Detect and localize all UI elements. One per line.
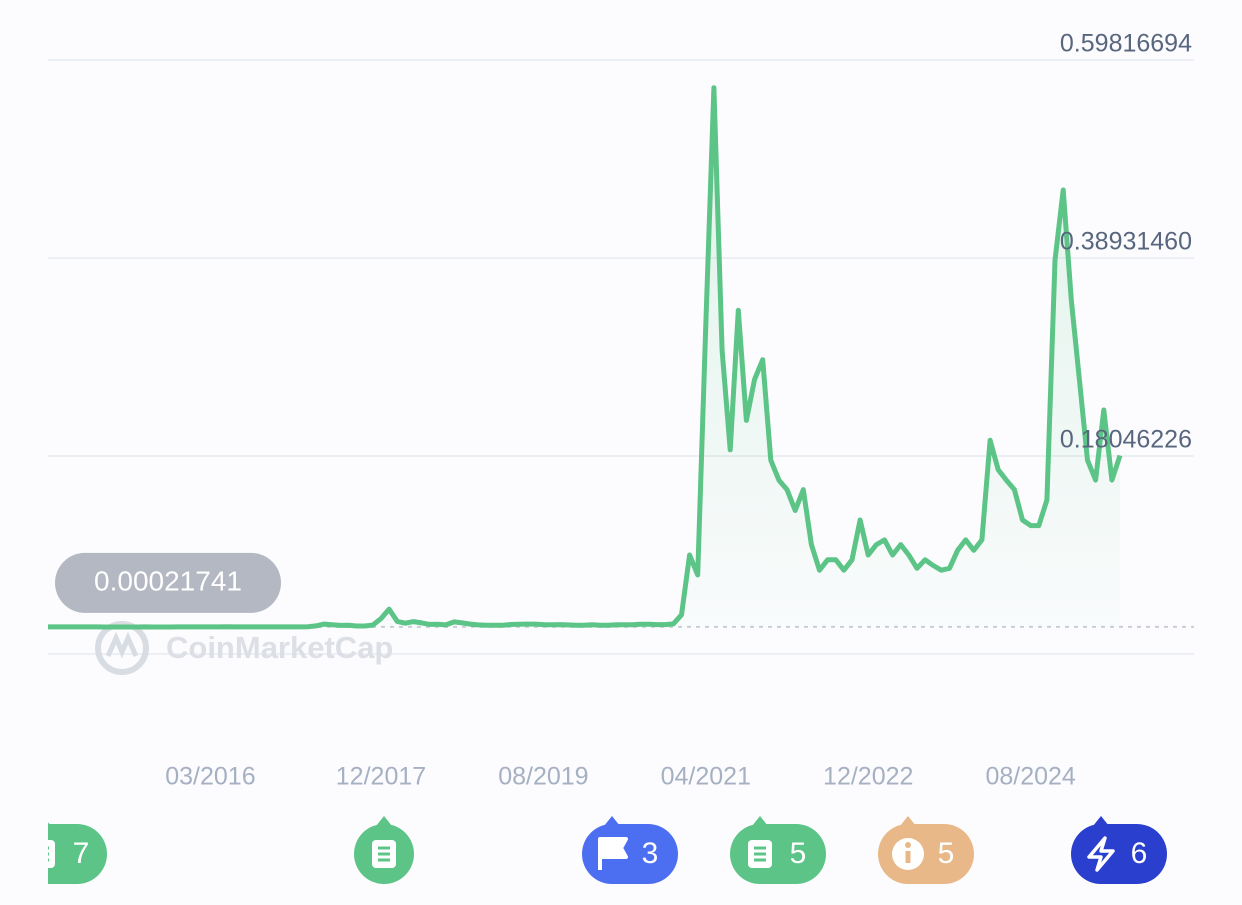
- x-tick-label: 03/2016: [165, 763, 255, 791]
- x-tick-label: 12/2022: [823, 763, 913, 791]
- event-badge[interactable]: 7: [13, 816, 107, 884]
- badge-body: [582, 824, 678, 884]
- event-badge[interactable]: 6: [1071, 816, 1167, 884]
- badge-icon: [905, 851, 911, 863]
- badge-pointer: [604, 816, 620, 826]
- badge-icon: [905, 842, 911, 848]
- x-tick-label: 04/2021: [661, 763, 751, 791]
- badge-count: 5: [790, 837, 807, 870]
- badge-count: 7: [73, 837, 90, 870]
- badge-pointer: [752, 816, 768, 826]
- y-tick-label: 0.59816694: [1060, 30, 1192, 58]
- reference-label: 0.00021741: [94, 565, 242, 596]
- badge-pointer: [1093, 816, 1109, 826]
- badge-pointer: [376, 816, 392, 826]
- badge-icon: [598, 837, 628, 870]
- badge-pointer: [900, 816, 916, 826]
- badge-body: [878, 824, 974, 884]
- x-tick-label: 12/2017: [336, 763, 426, 791]
- event-badge[interactable]: 3: [582, 816, 678, 884]
- x-tick-label: 08/2024: [985, 763, 1075, 791]
- price-line: [48, 85, 1123, 630]
- badge-icon: [1087, 836, 1115, 872]
- x-tick-label: 08/2019: [498, 763, 588, 791]
- event-badges: 7 3 5 5 6: [13, 816, 1167, 884]
- badge-body: [1071, 824, 1167, 884]
- badge-count: 3: [642, 837, 659, 870]
- badge-body: [730, 824, 826, 884]
- badge-icon: [48, 840, 55, 868]
- badge-body: [48, 824, 107, 884]
- watermark: CoinMarketCap: [95, 621, 393, 675]
- badge-count: 5: [938, 837, 955, 870]
- y-tick-label: 0.18046226: [1060, 426, 1192, 454]
- event-badge[interactable]: 5: [878, 816, 974, 884]
- price-area: [48, 87, 1120, 627]
- reference-pill: [55, 552, 281, 613]
- badge-count: 6: [1131, 837, 1148, 870]
- event-badge[interactable]: [354, 816, 414, 884]
- y-tick-label: 0.38931460: [1060, 228, 1192, 256]
- watermark-text: CoinMarketCap: [166, 630, 393, 665]
- event-badge[interactable]: 5: [730, 816, 826, 884]
